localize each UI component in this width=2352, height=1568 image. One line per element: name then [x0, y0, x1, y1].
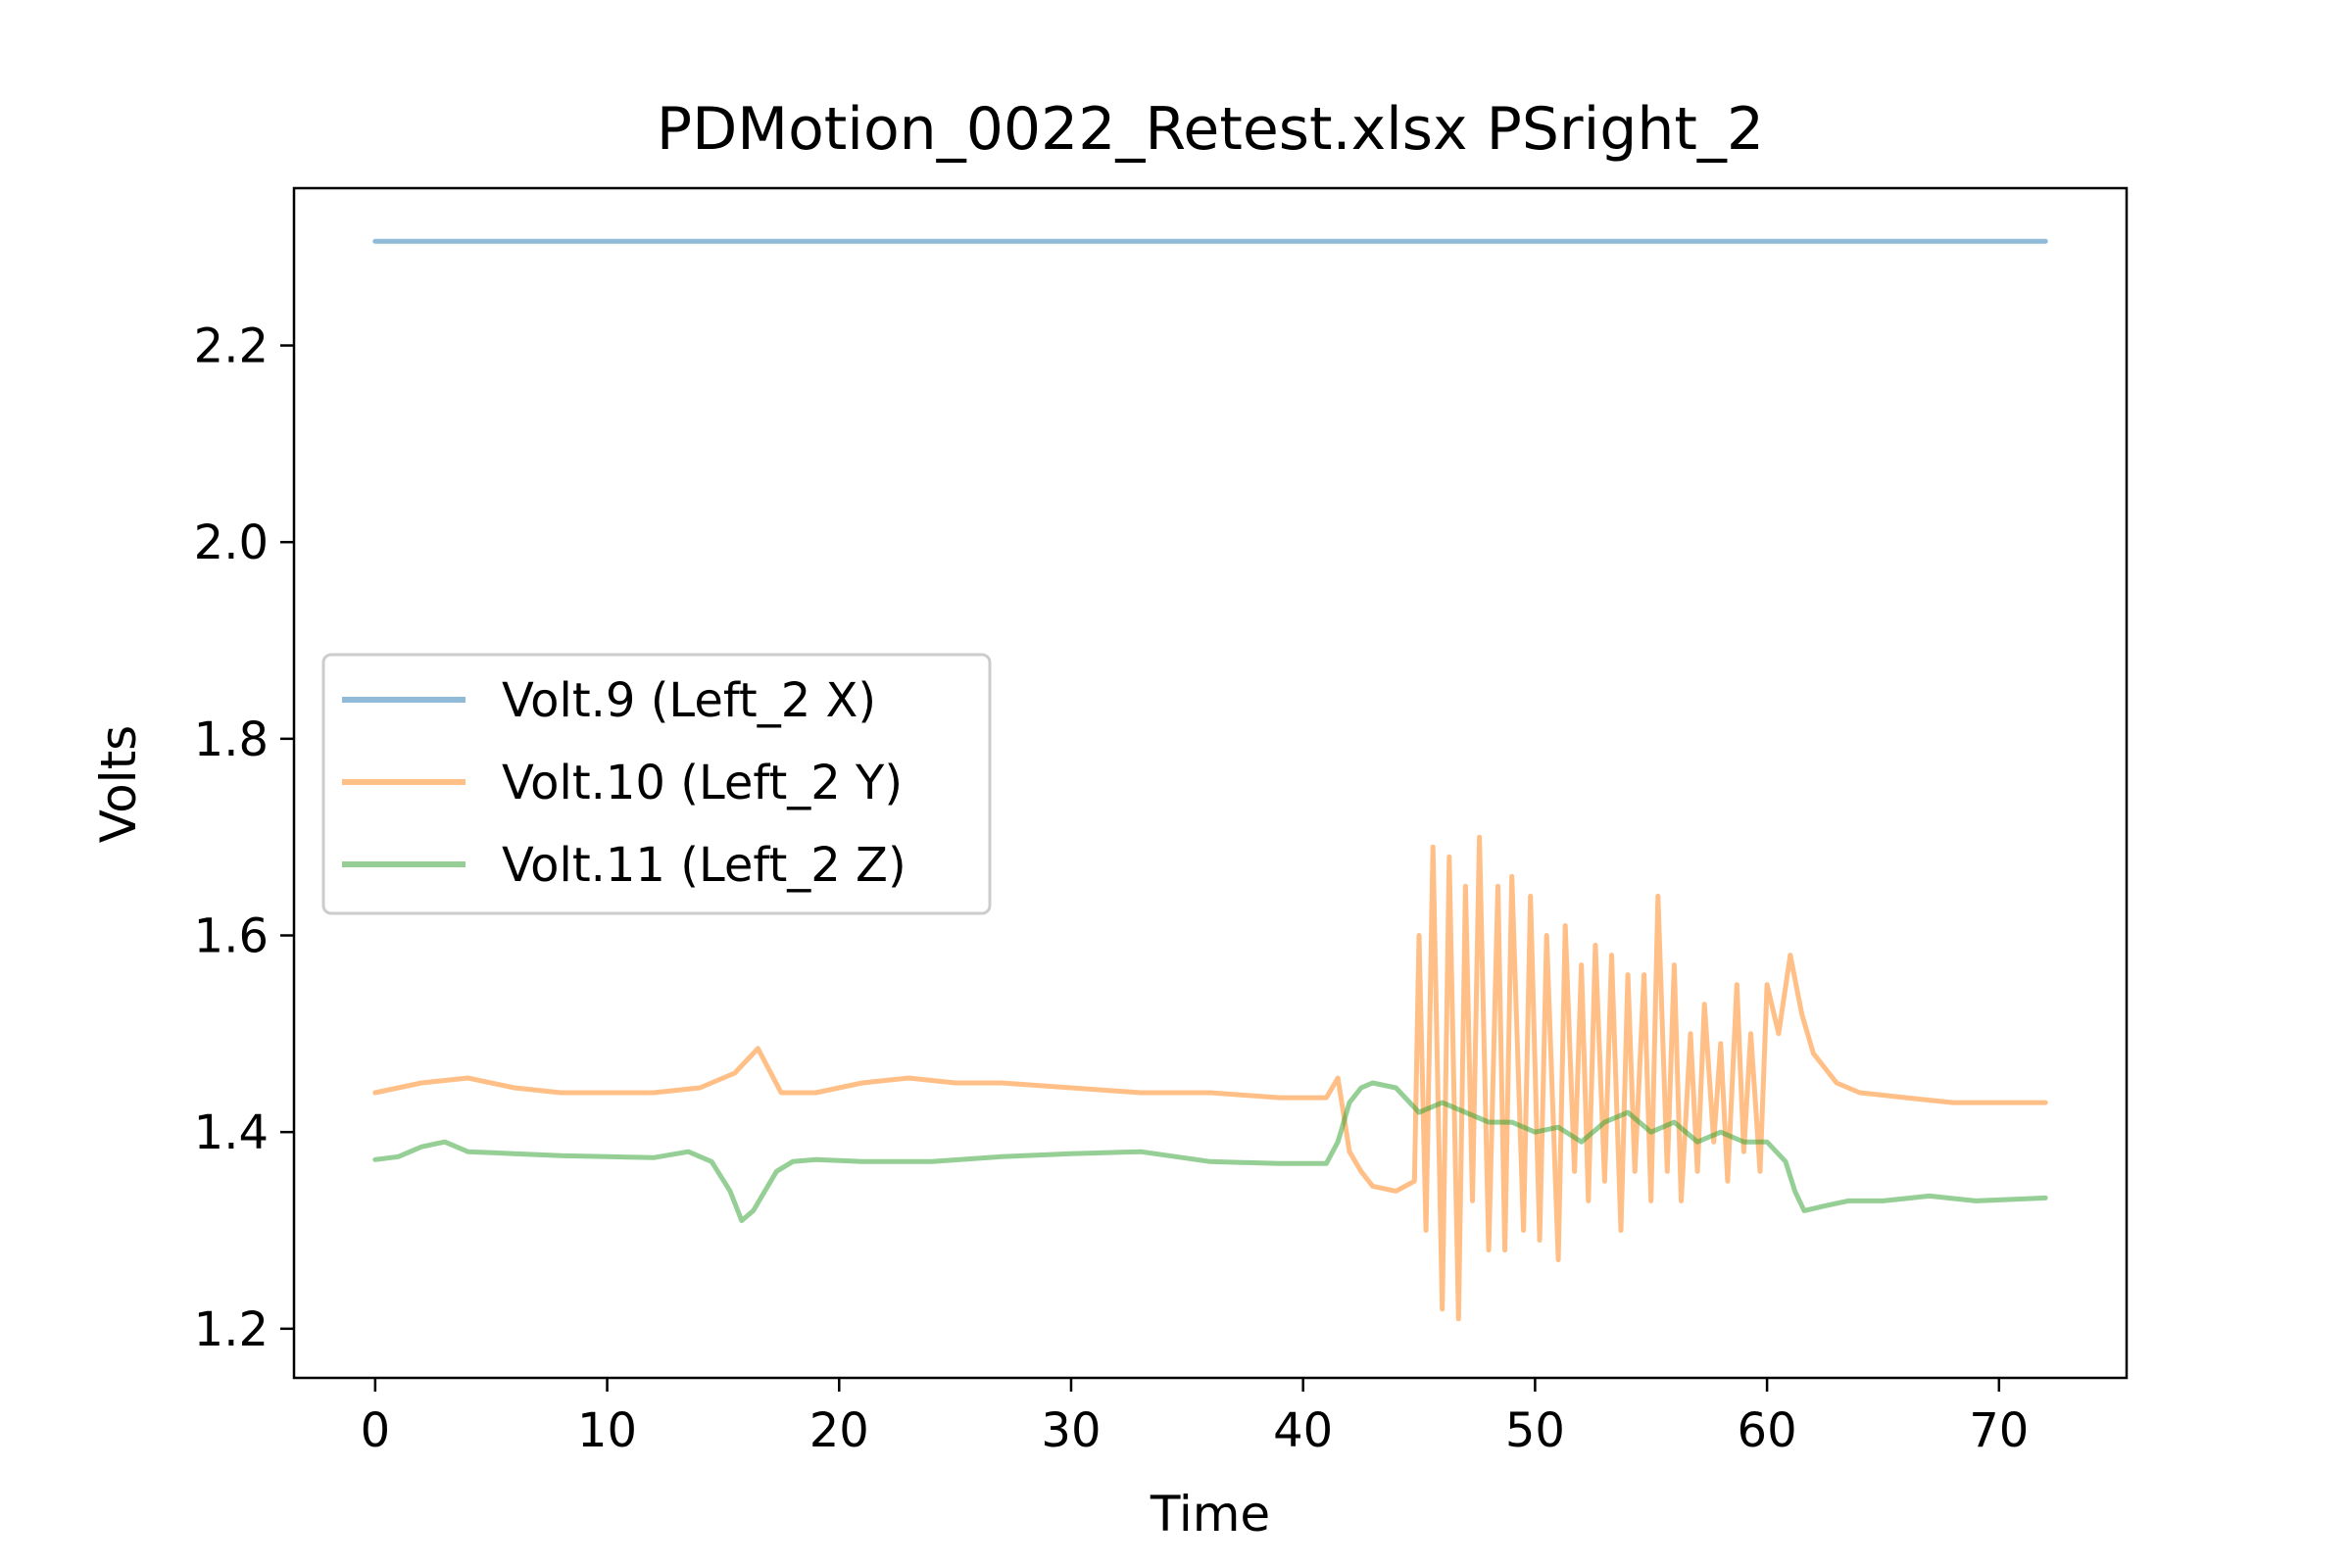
y-tick-label: 1.4	[194, 1105, 269, 1160]
x-tick-label: 50	[1505, 1403, 1565, 1458]
x-tick-label: 40	[1273, 1403, 1333, 1458]
legend-frame	[321, 653, 992, 915]
series-line-3	[372, 1080, 2048, 1223]
y-tick-label: 2.0	[194, 515, 269, 570]
y-tick-label: 1.2	[194, 1302, 269, 1357]
series-line-2	[372, 834, 2048, 1322]
x-tick-label: 0	[361, 1403, 391, 1458]
x-tick-label: 60	[1738, 1403, 1797, 1458]
y-tick-label: 1.8	[194, 712, 269, 767]
x-tick-label: 10	[577, 1403, 637, 1458]
y-axis-label: Volts	[90, 725, 147, 843]
plot-frame	[292, 186, 2129, 1380]
x-tick-label: 70	[1969, 1403, 2029, 1458]
legend: Volt.9 (Left_2 X) Volt.10 (Left_2 Y) Volt.…	[321, 653, 992, 915]
y-tick-label: 2.2	[194, 319, 269, 374]
x-tick-label: 30	[1041, 1403, 1101, 1458]
y-tick-label: 1.6	[194, 909, 269, 964]
legend-label-2: Volt.10 (Left_2 Y)	[502, 756, 903, 810]
legend-label-3: Volt.11 (Left_2 Z)	[502, 838, 906, 893]
chart-title: PDMotion_0022_Retest.xlsx PSright_2	[657, 95, 1764, 164]
x-axis-label: Time	[1150, 1486, 1270, 1543]
y-axis: 1.2 1.4 1.6 1.8 2.0 2.2	[194, 319, 294, 1357]
x-axis: 0 10 20 30 40 50 60 70	[361, 1378, 2029, 1458]
series-layer	[372, 238, 2048, 1322]
legend-label-1: Volt.9 (Left_2 X)	[502, 673, 876, 728]
x-tick-label: 20	[809, 1403, 869, 1458]
